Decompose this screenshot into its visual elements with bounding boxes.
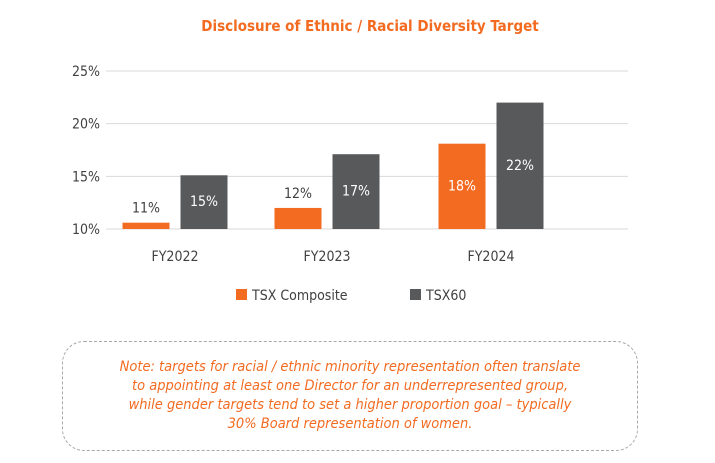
data-label: 15% <box>190 194 218 210</box>
legend-swatch <box>236 289 247 300</box>
legend-label: TSX Composite <box>251 288 348 304</box>
note-line: Note: targets for racial / ethnic minori… <box>119 359 581 375</box>
x-tick-label: FY2022 <box>152 249 199 265</box>
x-tick-label: FY2024 <box>468 249 515 265</box>
data-label: 12% <box>284 186 312 202</box>
y-tick-label: 10% <box>72 222 100 238</box>
data-label: 18% <box>448 178 476 194</box>
bar-tsx-composite <box>122 222 170 229</box>
bar-tsx60 <box>180 175 228 229</box>
y-tick-label: 20% <box>72 117 100 133</box>
note-line: 30% Board representation of women. <box>227 416 473 432</box>
legend-label: TSX60 <box>425 288 466 304</box>
y-tick-label: 15% <box>72 169 100 185</box>
data-label: 17% <box>342 184 370 200</box>
data-label: 11% <box>132 201 160 217</box>
bar-tsx60 <box>496 102 544 229</box>
bar-chart: 10% 15% 20% 25% FY2022 11% 15% FY2023 12% 17% FY20… <box>72 64 628 304</box>
data-label: 22% <box>506 158 534 174</box>
bar-tsx-composite <box>274 207 322 229</box>
chart-title: Disclosure of Ethnic / Racial Diversity … <box>201 17 539 35</box>
note-box: Note: targets for racial / ethnic minori… <box>62 341 638 451</box>
note-line: to appointing at least one Director for … <box>131 378 568 394</box>
y-tick-label: 25% <box>72 64 100 80</box>
x-tick-label: FY2023 <box>304 249 351 265</box>
note-line: while gender targets tend to set a highe… <box>128 397 572 413</box>
bar-tsx60 <box>332 154 380 229</box>
legend-swatch <box>410 289 421 300</box>
bar-tsx-composite <box>438 143 486 229</box>
